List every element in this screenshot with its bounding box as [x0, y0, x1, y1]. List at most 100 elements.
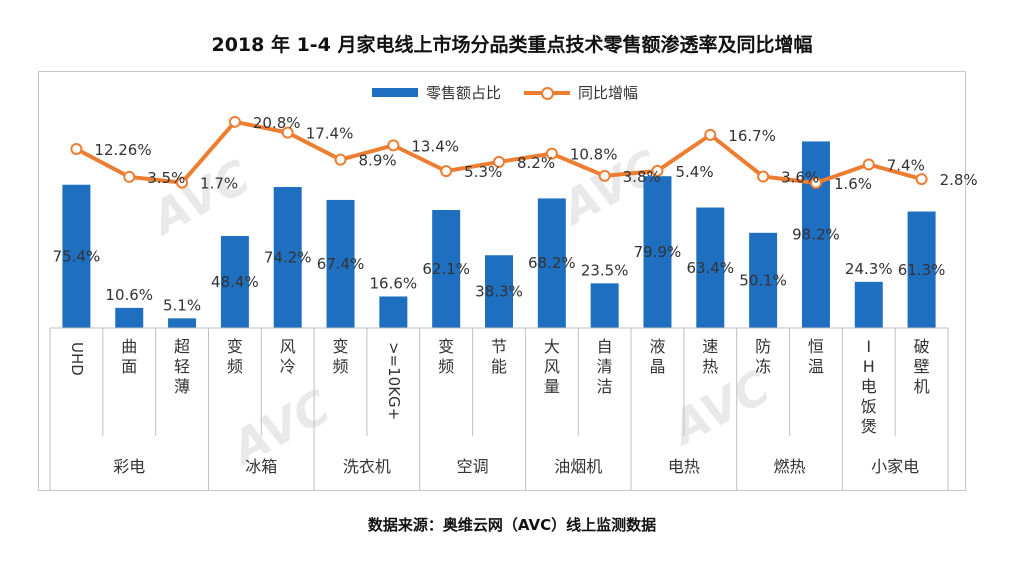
- line-data-label: 8.9%: [359, 152, 397, 170]
- legend-line-swatch: [524, 86, 570, 100]
- bar: [485, 255, 513, 328]
- legend-item-line: 同比增幅: [524, 82, 638, 103]
- line-data-label: 10.8%: [570, 146, 618, 164]
- group-label: 油烟机: [554, 457, 602, 476]
- category-label: 破壁机: [914, 337, 930, 396]
- line-data-label: 5.4%: [675, 163, 713, 181]
- bar: [537, 198, 566, 328]
- category-label: 节能: [491, 337, 507, 376]
- bar-data-label: 63.4%: [686, 259, 734, 277]
- category-label: 风冷: [280, 337, 296, 376]
- bar-data-label: 24.3%: [845, 260, 893, 278]
- chart-title: 2018 年 1-4 月家电线上市场分品类重点技术零售额渗透率及同比增幅: [211, 34, 813, 56]
- line-point: [757, 170, 770, 183]
- bar-data-label: 79.9%: [634, 243, 682, 261]
- bar-data-label: 62.1%: [422, 260, 470, 278]
- line-data-label: 1.7%: [200, 175, 238, 193]
- category-label: 速热: [702, 337, 718, 376]
- line-point: [123, 170, 136, 183]
- bar-data-label: 48.4%: [211, 273, 259, 291]
- line-point: [545, 147, 558, 160]
- line-point: [704, 128, 717, 141]
- bar-data-label: 67.4%: [317, 255, 365, 273]
- group-label: 空调: [457, 457, 489, 476]
- chart-frame: [38, 71, 966, 491]
- line-data-label: 3.8%: [623, 168, 661, 186]
- category-label: 液晶: [649, 337, 665, 376]
- bar: [273, 187, 302, 328]
- line-data-label: 12.26%: [94, 141, 151, 159]
- line-data-label: 5.3%: [464, 163, 502, 181]
- bar: [590, 283, 619, 328]
- bar-data-label: 74.2%: [264, 249, 312, 267]
- group-label: 小家电: [871, 457, 919, 476]
- category-label: 变频: [438, 337, 454, 376]
- category-label: I H 电饭煲: [861, 337, 877, 436]
- line-data-label: 16.7%: [728, 127, 776, 145]
- bar: [432, 210, 461, 328]
- line-data-label: 20.8%: [253, 114, 301, 132]
- legend-line-label: 同比增幅: [578, 84, 639, 102]
- category-label: 恒温: [808, 337, 824, 376]
- line-point: [809, 176, 822, 189]
- line-data-label: 3.5%: [147, 169, 185, 187]
- bar: [168, 318, 197, 328]
- group-label: 洗衣机: [343, 457, 391, 476]
- group-label: 电热: [668, 457, 700, 476]
- source-note: 数据来源：奥维云网（AVC）线上监测数据: [367, 516, 657, 534]
- category-label: UHD: [68, 342, 86, 376]
- chart-legend: 零售额占比 同比增幅: [0, 82, 1024, 104]
- group-label: 彩电: [113, 457, 145, 476]
- line-point: [176, 176, 189, 189]
- line-point: [651, 164, 664, 177]
- bar: [854, 281, 883, 328]
- bar-data-label: 10.6%: [105, 286, 153, 304]
- bar: [220, 236, 249, 328]
- line-data-label: 1.6%: [834, 175, 872, 193]
- bar: [696, 207, 725, 328]
- line-data-label: 3.6%: [781, 169, 819, 187]
- bar-data-label: 5.1%: [163, 296, 201, 314]
- line-data-label: 13.4%: [411, 137, 459, 155]
- bar: [326, 199, 355, 328]
- bar: [115, 307, 144, 328]
- bar-data-label: 16.6%: [370, 274, 418, 292]
- line-data-label: 17.4%: [306, 125, 354, 143]
- line-point: [281, 126, 294, 139]
- bar: [749, 232, 778, 328]
- bar-data-label: 98.2%: [792, 226, 840, 244]
- line-point: [862, 158, 875, 171]
- bar: [379, 296, 408, 328]
- line-point: [70, 142, 83, 155]
- group-label: 冰箱: [245, 457, 277, 476]
- line-data-label: 7.4%: [887, 156, 925, 174]
- line-point: [440, 165, 453, 178]
- legend-bar-swatch: [372, 88, 418, 97]
- bar: [801, 141, 830, 328]
- category-label: 变频: [333, 337, 349, 376]
- bar: [907, 211, 936, 328]
- bar-data-label: 38.3%: [475, 283, 523, 301]
- bar: [643, 176, 672, 328]
- line-point: [598, 169, 611, 182]
- line-point: [334, 153, 347, 166]
- category-label: >=10KG+: [385, 342, 403, 420]
- category-label: 变频: [227, 337, 243, 376]
- legend-bar-label: 零售额占比: [426, 84, 502, 102]
- line-point: [387, 139, 400, 152]
- line-point: [493, 155, 505, 168]
- bar-data-label: 50.1%: [739, 271, 787, 289]
- category-label: 超轻薄: [174, 337, 190, 396]
- category-label: 防冻: [755, 337, 771, 376]
- category-label: 自清洁: [597, 337, 613, 396]
- legend-item-bar: 零售额占比: [372, 82, 501, 103]
- group-label: 燃热: [774, 457, 806, 476]
- bar-data-label: 23.5%: [581, 261, 629, 279]
- line-point: [915, 173, 928, 186]
- bar-data-label: 68.2%: [528, 254, 576, 272]
- bar-data-label: 75.4%: [53, 247, 101, 265]
- line-data-label: 2.8%: [940, 171, 978, 189]
- bar: [62, 184, 91, 328]
- bar-data-label: 61.3%: [898, 261, 946, 279]
